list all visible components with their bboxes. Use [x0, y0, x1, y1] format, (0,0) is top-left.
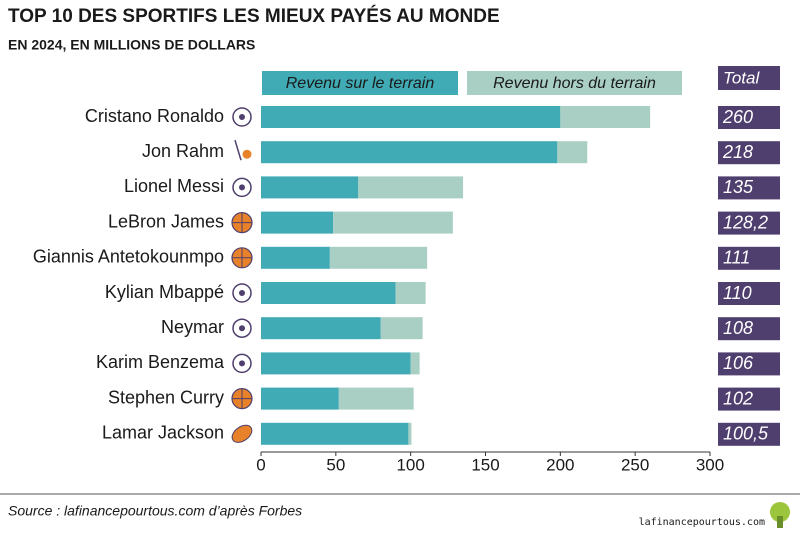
total-box: [718, 176, 780, 200]
total-label: 218: [722, 142, 753, 162]
x-tick-label: 250: [621, 455, 649, 474]
y-tick-label: Neymar: [161, 317, 224, 337]
x-tick-label: 50: [326, 455, 345, 474]
y-tick-label: Kylian Mbappé: [105, 282, 224, 302]
total-box: [718, 246, 780, 270]
sport-icon: [232, 107, 252, 127]
total-label: 111: [723, 248, 750, 268]
y-tick-label: Karim Benzema: [96, 352, 225, 372]
legend-swatch: [262, 71, 458, 95]
bar-segment: [261, 106, 561, 128]
y-tick-label: Lionel Messi: [124, 176, 224, 196]
bar-segment: [261, 141, 558, 164]
total-box: [718, 317, 780, 341]
total-label: 260: [722, 107, 753, 127]
y-tick-label: LeBron James: [108, 211, 224, 231]
total-box: [718, 282, 780, 305]
icon-club: [234, 139, 242, 161]
total-label: 102: [723, 388, 753, 408]
logo-icon: [770, 502, 790, 528]
x-tick-label: 100: [396, 455, 424, 474]
logo-text: lafinancepourtous.com: [639, 517, 765, 528]
icon-patch: [239, 360, 245, 367]
icon-ball: [242, 149, 252, 159]
sport-icon: [231, 424, 253, 443]
bar-segment: [358, 176, 464, 199]
icon-patch: [239, 184, 245, 191]
sport-icon: [232, 353, 252, 374]
sport-icon: [231, 388, 253, 410]
bar-segment: [560, 106, 651, 128]
sport-icon: [232, 283, 252, 303]
sport-icon: [232, 318, 252, 338]
y-tick-label: Lamar Jackson: [102, 423, 224, 443]
bar-segment: [380, 317, 423, 340]
total-label: 110: [723, 283, 752, 303]
bar-segment: [329, 246, 428, 269]
total-box: [718, 211, 780, 235]
legend-label: Revenu sur le terrain: [286, 75, 435, 92]
icon-seam: [232, 388, 252, 409]
bar-segment: [395, 282, 426, 304]
total-box: [718, 106, 780, 129]
total-label: 108: [723, 318, 753, 338]
bar-segment: [557, 141, 588, 164]
icon-seam: [232, 212, 252, 233]
legend-swatch: [467, 71, 682, 95]
chart-subtitle: EN 2024, EN MILLIONS DE DOLLARS: [8, 37, 255, 53]
total-box: [718, 422, 780, 446]
total-label: 128,2: [723, 212, 768, 232]
total-label: 100,5: [723, 424, 769, 444]
y-tick-label: Stephen Curry: [108, 387, 224, 407]
icon-patch: [239, 290, 245, 296]
x-tick-label: 0: [256, 455, 265, 474]
icon-seam: [232, 247, 252, 268]
y-tick-label: Cristano Ronaldo: [85, 106, 224, 126]
chart-title: TOP 10 DES SPORTIFS LES MIEUX PAYÉS AU M…: [8, 5, 500, 27]
bar-segment: [408, 422, 412, 445]
legend-label: Revenu hors du terrain: [493, 75, 656, 92]
bar-segment: [410, 352, 420, 375]
bar-segment: [261, 282, 396, 304]
source: Source : lafinancepourtous.com d’après F…: [8, 503, 302, 519]
x-tick-label: 150: [471, 455, 499, 474]
y-tick-label: Jon Rahm: [142, 141, 224, 161]
icon-patch: [239, 325, 245, 332]
sport-icon: [231, 212, 253, 234]
total-header: Total: [723, 68, 760, 87]
y-tick-label: Giannis Antetokounmpo: [33, 247, 224, 267]
bar-segment: [261, 387, 339, 410]
total-label: 106: [723, 353, 754, 373]
icon-patch: [239, 114, 245, 120]
sport-icon: [232, 177, 252, 198]
bar-segment: [261, 211, 334, 234]
total-box: [718, 352, 780, 376]
bar-segment: [261, 422, 409, 445]
sport-icon: [231, 247, 253, 269]
sport-icon: [234, 139, 252, 161]
icon-ball: [231, 424, 253, 443]
total-label: 135: [723, 177, 754, 197]
bar-segment: [261, 352, 411, 375]
bar-segment: [333, 211, 453, 234]
bar-segment: [338, 387, 414, 410]
total-header-box: [718, 66, 780, 90]
bar-segment: [261, 246, 330, 269]
x-tick-label: 300: [696, 455, 724, 474]
bar-segment: [261, 317, 381, 340]
bar-segment: [261, 176, 359, 199]
total-box: [718, 141, 780, 165]
x-tick-label: 200: [546, 455, 574, 474]
total-box: [718, 387, 780, 411]
